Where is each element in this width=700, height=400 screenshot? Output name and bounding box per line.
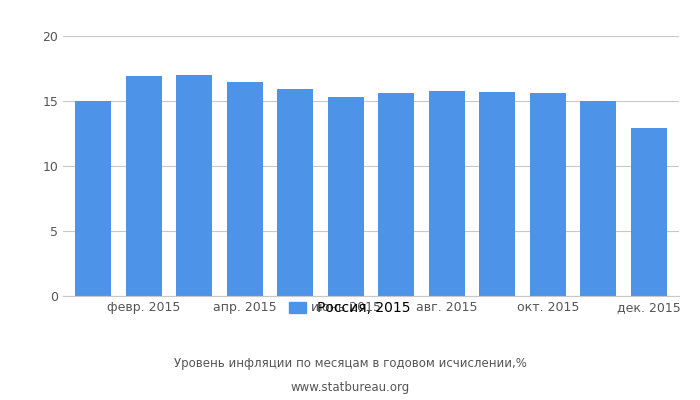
Legend: Россия, 2015: Россия, 2015	[284, 296, 416, 321]
Bar	[479, 92, 515, 296]
Bar	[227, 82, 263, 296]
Bar	[277, 89, 314, 296]
Text: Уровень инфляции по месяцам в годовом исчислении,%: Уровень инфляции по месяцам в годовом ис…	[174, 358, 526, 370]
Bar	[125, 76, 162, 296]
Bar	[75, 101, 111, 296]
Bar	[428, 91, 465, 296]
Bar	[378, 93, 414, 296]
Bar	[328, 97, 364, 296]
Bar	[580, 101, 617, 296]
Bar	[176, 75, 213, 296]
Bar	[529, 93, 566, 296]
Text: www.statbureau.org: www.statbureau.org	[290, 382, 410, 394]
Bar	[631, 128, 667, 296]
